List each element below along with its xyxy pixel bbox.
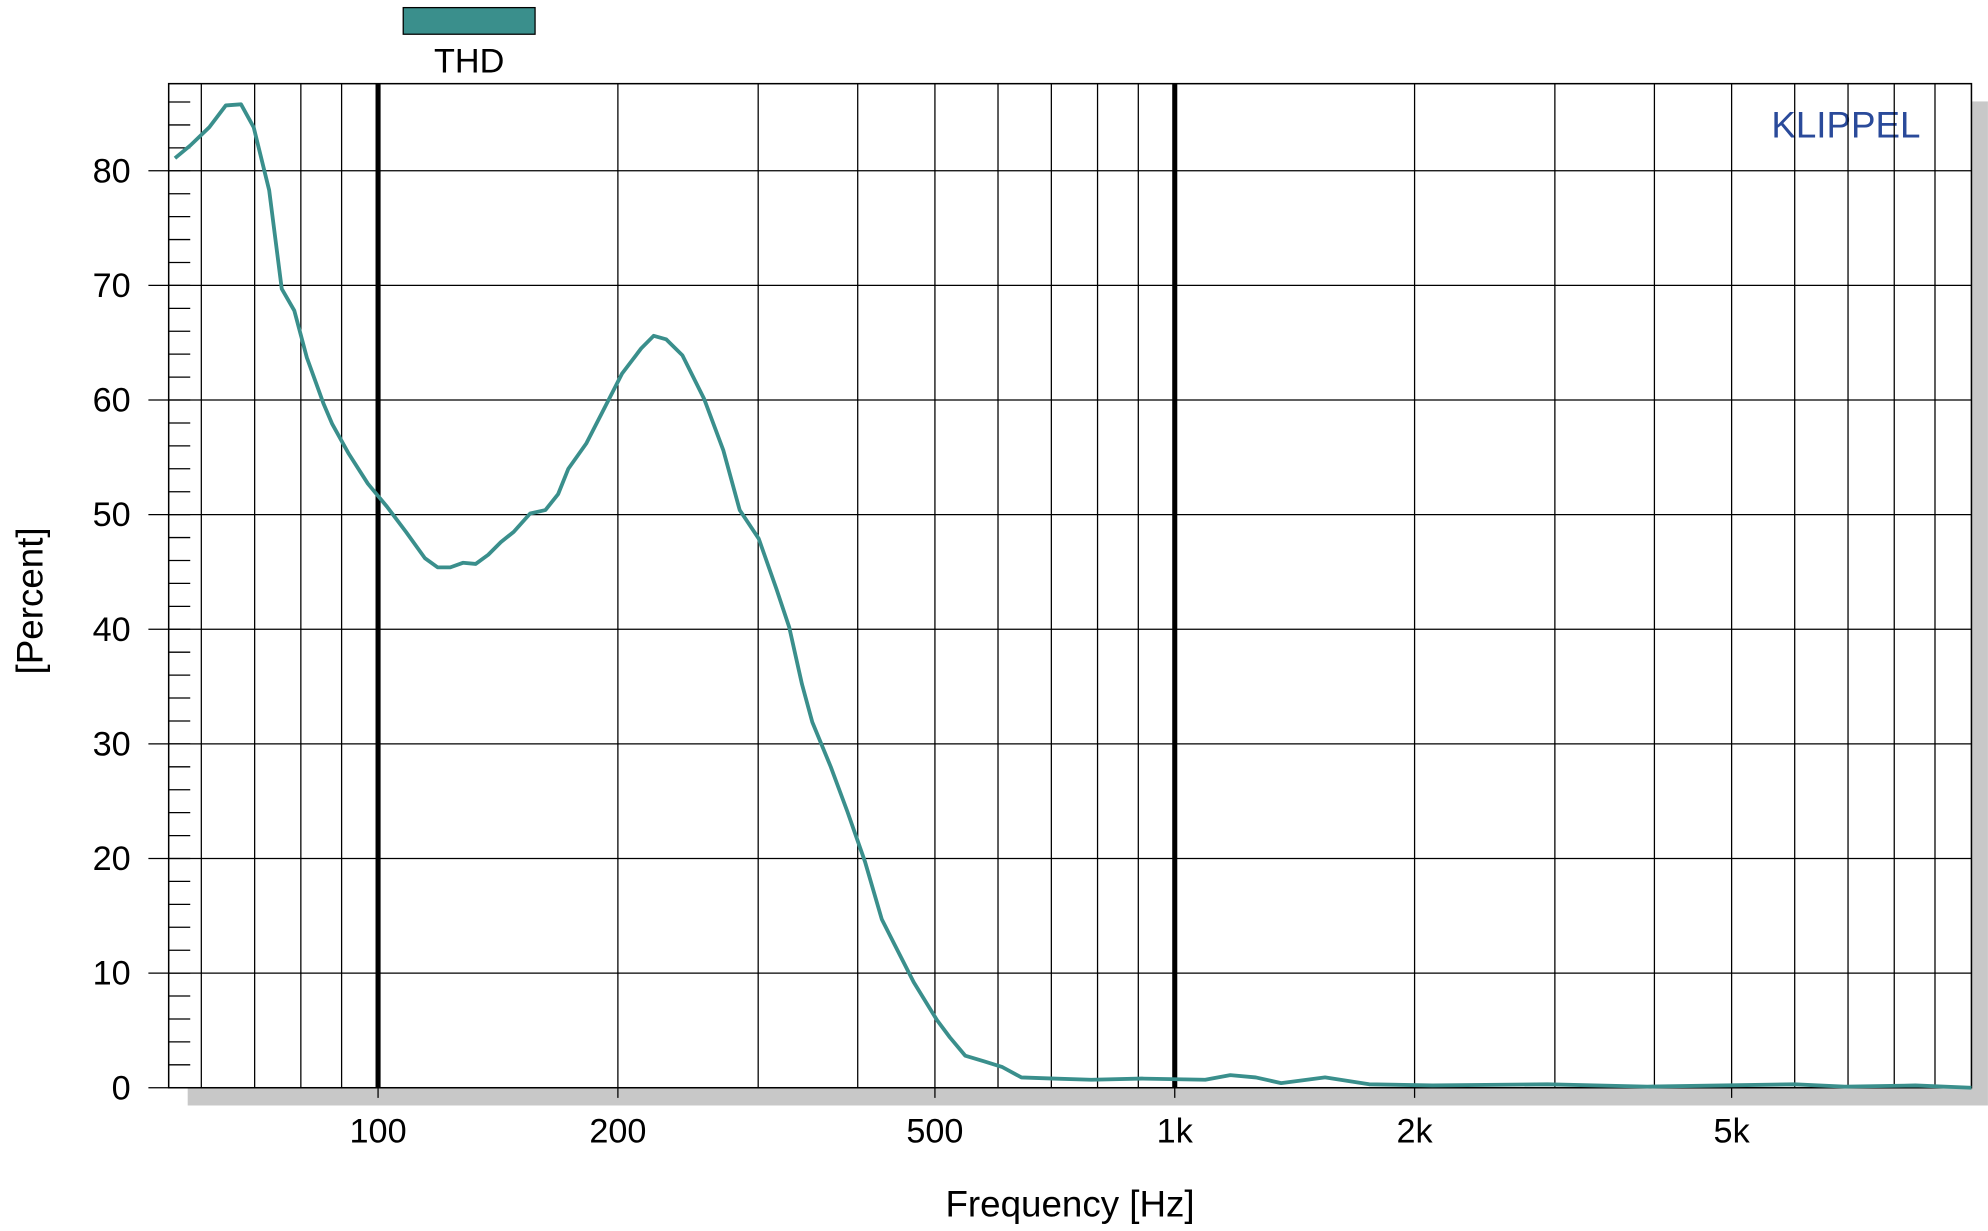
x-tick-label: 200 [589, 1112, 646, 1150]
legend-swatch [402, 6, 536, 35]
y-tick-label: 60 [93, 382, 131, 420]
x-axis-label: Frequency [Hz] [945, 1184, 1194, 1225]
y-axis-label: [Percent] [10, 527, 51, 674]
plot-area [167, 82, 1973, 1089]
y-tick-label: 10 [93, 955, 131, 993]
x-tick-label: 1k [1157, 1112, 1194, 1150]
chart-title: KLIPPEL [1771, 105, 1920, 146]
legend-label: THD [434, 42, 504, 80]
y-tick-label: 20 [93, 840, 131, 878]
x-tick-label: 500 [906, 1112, 963, 1150]
y-tick-label: 80 [93, 152, 131, 190]
y-tick-label: 50 [93, 496, 131, 534]
data-line [173, 102, 1972, 1090]
y-tick-label: 30 [93, 725, 131, 763]
x-tick-label: 100 [350, 1112, 407, 1150]
plot-layer: 0 10 20 30 40 50 60 70 80 100 200 500 1k 2k 5k THD [93, 6, 1972, 1150]
y-tick-label: 40 [93, 611, 131, 649]
x-tick-label: 5k [1714, 1112, 1751, 1150]
y-tick-label: 0 [112, 1069, 131, 1107]
y-tick-label: 70 [93, 267, 131, 305]
x-tick-label: 2k [1397, 1112, 1434, 1150]
